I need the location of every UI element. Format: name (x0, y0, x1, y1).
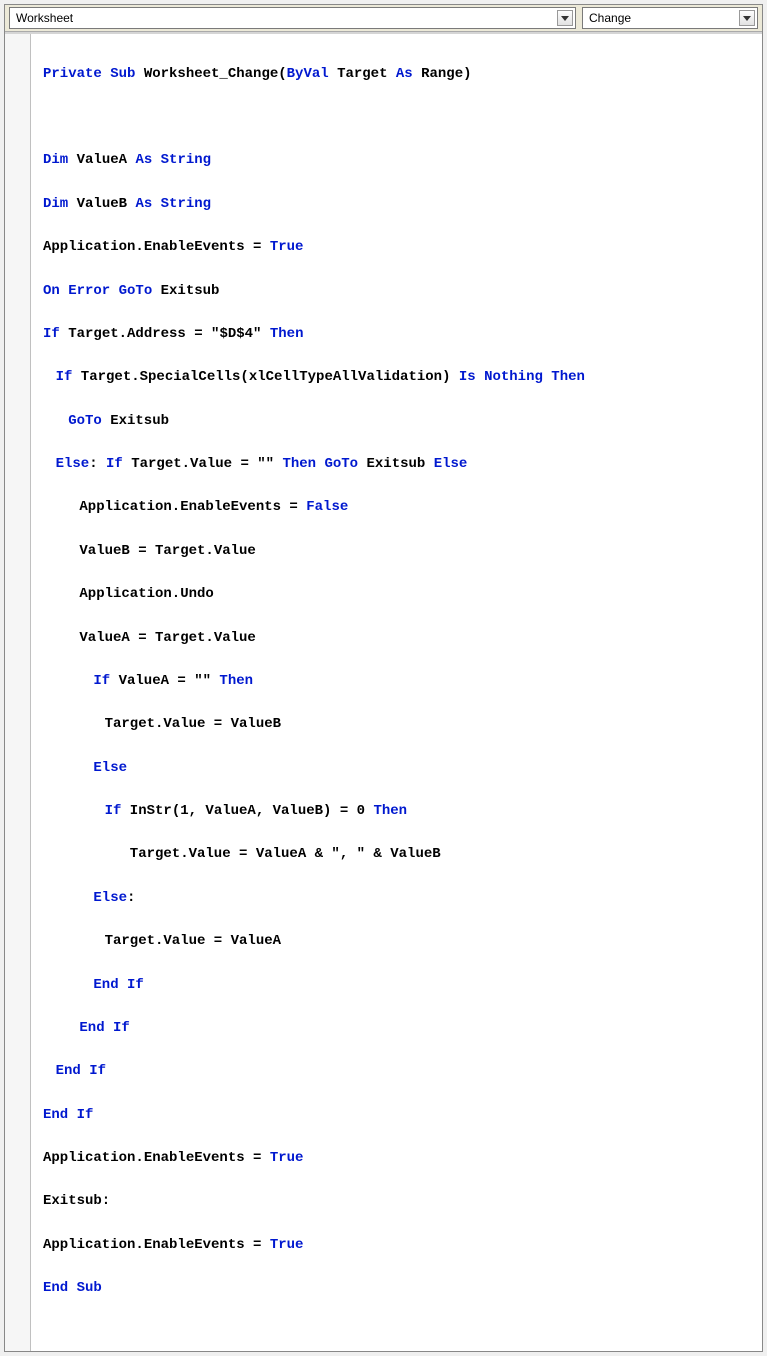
code-line: GoTo Exitsub (43, 411, 754, 433)
code-line: Private Sub Worksheet_Change(ByVal Targe… (43, 64, 754, 86)
code-line: Application.EnableEvents = True (43, 1148, 754, 1170)
code-line: Application.Undo (43, 584, 754, 606)
procedure-dropdown[interactable]: Change (582, 7, 758, 29)
dropdown-row: Worksheet Change (5, 5, 762, 32)
code-line: Dim ValueA As String (43, 150, 754, 172)
code-line: ValueA = Target.Value (43, 628, 754, 650)
code-line: Else: If Target.Value = "" Then GoTo Exi… (43, 454, 754, 476)
vba-editor-frame: Worksheet Change Private Sub Worksheet_C… (4, 4, 763, 1352)
code-line: Target.Value = ValueA (43, 931, 754, 953)
code-line: Dim ValueB As String (43, 194, 754, 216)
code-line: Target.Value = ValueB (43, 714, 754, 736)
code-line: End If (43, 1018, 754, 1040)
code-line: End If (43, 1105, 754, 1127)
code-line: On Error GoTo Exitsub (43, 281, 754, 303)
chevron-down-icon[interactable] (557, 10, 573, 26)
gutter (5, 34, 31, 1351)
object-dropdown[interactable]: Worksheet (9, 7, 576, 29)
code-line: Application.EnableEvents = True (43, 237, 754, 259)
code-line: End If (43, 1061, 754, 1083)
editor-area: Private Sub Worksheet_Change(ByVal Targe… (5, 32, 762, 1351)
code-line: Else: (43, 888, 754, 910)
code-pane[interactable]: Private Sub Worksheet_Change(ByVal Targe… (31, 34, 762, 1351)
chevron-down-icon[interactable] (739, 10, 755, 26)
code-line: Application.EnableEvents = True (43, 1235, 754, 1257)
code-line: If Target.SpecialCells(xlCellTypeAllVali… (43, 367, 754, 389)
code-line: Else (43, 758, 754, 780)
code-line: If Target.Address = "$D$4" Then (43, 324, 754, 346)
object-dropdown-value: Worksheet (16, 11, 73, 25)
procedure-dropdown-value: Change (589, 11, 631, 25)
code-line (43, 107, 754, 129)
code-line: If InStr(1, ValueA, ValueB) = 0 Then (43, 801, 754, 823)
code-line: Target.Value = ValueA & ", " & ValueB (43, 844, 754, 866)
code-line: End Sub (43, 1278, 754, 1300)
code-line: Application.EnableEvents = False (43, 497, 754, 519)
code-line: ValueB = Target.Value (43, 541, 754, 563)
code-line: Exitsub: (43, 1191, 754, 1213)
code-line: End If (43, 975, 754, 997)
